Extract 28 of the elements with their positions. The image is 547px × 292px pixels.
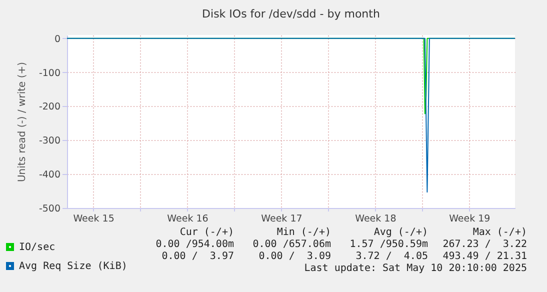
text: Cur (-/+): [180, 227, 234, 239]
text: 267.23 / 3.22: [442, 239, 527, 251]
y-tick-label: -400: [38, 170, 60, 181]
text: Avg (-/+): [374, 227, 428, 239]
y-axis-title: Units read (-) / write (+): [16, 62, 28, 182]
text: 0.00 /954.00m: [156, 239, 234, 251]
text: Min (-/+): [276, 227, 331, 239]
text: 0.00 / 3.97: [162, 251, 234, 263]
y-tick-label: -500: [38, 204, 60, 214]
text: Last update: Sat May 10 20:10:00 2025: [304, 263, 527, 275]
x-tick-label: Week 19: [449, 214, 490, 224]
text: 0.00 / 3.09: [258, 251, 331, 263]
x-tick-label: Week 16: [167, 214, 208, 224]
x-tick-label: Week 17: [261, 214, 302, 224]
x-tick-label: Week 15: [73, 214, 114, 224]
legend-label: IO/sec: [19, 242, 56, 253]
x-tick-label: Week 18: [355, 214, 396, 224]
y-tick-label: -300: [38, 136, 60, 147]
text: 0.00 /657.06m: [252, 239, 331, 251]
legend-label: Avg Req Size (KiB): [19, 261, 128, 272]
y-tick-label: 0: [54, 34, 60, 45]
chart-title: Disk IOs for /dev/sdd - by month: [202, 7, 380, 20]
text: 3.72 / 4.05: [356, 251, 428, 263]
y-tick-label: -100: [38, 68, 60, 79]
y-tick-label: -200: [38, 102, 60, 113]
text: Max (-/+): [472, 227, 527, 239]
text: 1.57 /950.59m: [350, 239, 428, 251]
text: 493.49 / 21.31: [442, 251, 527, 263]
